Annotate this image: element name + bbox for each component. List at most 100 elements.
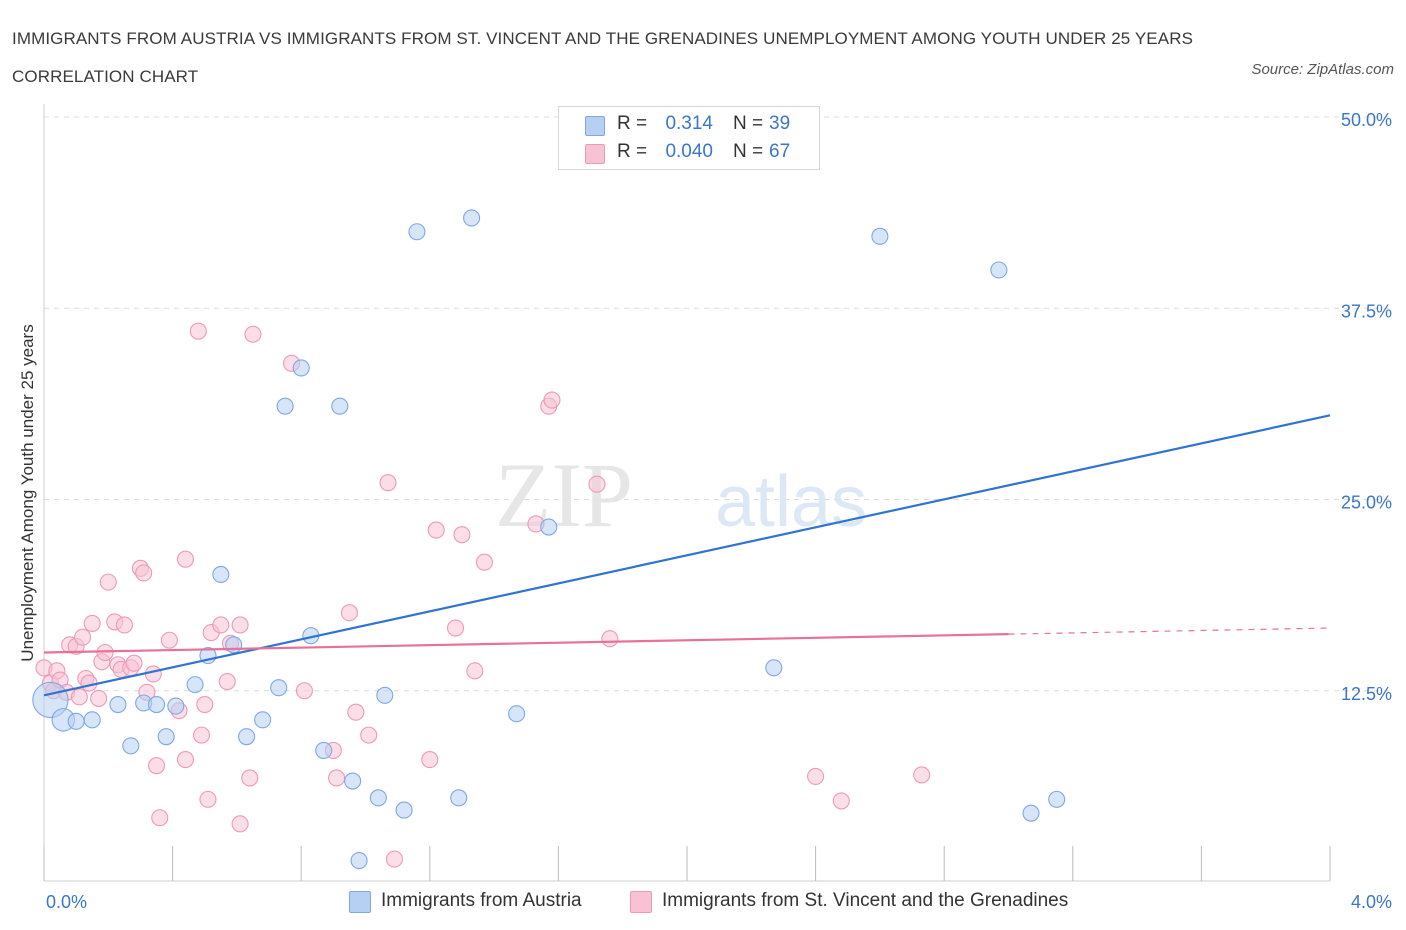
svg-point [115,616,133,634]
watermark-atlas: atlas [715,462,867,542]
austria-point [186,676,204,694]
y-tick-label: 37.5% [1341,301,1392,321]
austria-point [508,705,526,723]
legend-r-value: 0.314 [665,113,713,134]
watermark-zip: ZIP [495,444,633,546]
austria-point [122,737,140,755]
austria-point [276,397,294,415]
svg-point [196,695,214,714]
svg-trend-line [43,633,1009,654]
legend-label-austria: Immigrants from Austria [381,890,582,911]
svg-point [199,790,217,808]
austria-point [369,789,387,807]
svg-point [475,553,494,571]
legend-label-svg: Immigrants from St. Vincent and the Gren… [662,890,1069,911]
svg-point [453,526,471,544]
y-axis-label: Unemployment Among Youth under 25 years [18,324,37,662]
tick-labels: 12.5% 25.0% 37.5% 50.0% 0.0% 4.0% [46,110,1392,912]
svg-point [347,703,365,721]
svg-point [192,726,211,744]
svg-point [125,654,143,672]
legend-swatch-blue [585,116,605,136]
austria-point [157,728,175,746]
svg-point [360,726,378,744]
x-tick-label: 4.0% [1351,892,1392,912]
y-tick-label: 50.0% [1341,110,1392,130]
svg-point [99,573,117,591]
svg-point [189,322,207,340]
austria-point [350,852,368,870]
legend-r-value: 0.040 [665,141,713,162]
austria-point [395,801,413,819]
austria-point [83,711,101,729]
legend-n-label: N = [733,141,764,162]
source-label: Source: ZipAtlas.com [1251,61,1394,78]
austria-point [237,728,256,746]
svg-point [807,767,825,785]
legend-r-label: R = [617,113,648,134]
y-tick-label: 25.0% [1341,493,1392,513]
x-tick-label: 0.0% [46,892,87,912]
legend-n-label: N = [733,113,764,134]
austria-point [167,697,185,715]
austria-point [254,711,272,729]
svg-point [70,688,88,706]
austria-point [109,695,127,714]
svg-point [379,474,397,492]
svg-point [212,616,230,634]
austria-point [225,636,243,654]
legend-swatch-pink [630,891,652,913]
trend-lines [43,414,1331,697]
svg-point [241,769,259,787]
austria-point [344,772,362,790]
austria-point [463,209,481,227]
chart-title: IMMIGRANTS FROM AUSTRIA VS IMMIGRANTS FR… [12,29,1194,86]
austria-trend-line [43,414,1331,697]
svg-point [446,619,465,637]
svg-point [176,751,195,769]
austria-point [331,397,349,415]
austria-point [990,261,1008,279]
austria-point [540,518,558,536]
gridlines [44,116,1392,692]
legend-swatch-pink [585,144,605,164]
austria-point [67,712,85,730]
svg-point [340,604,358,622]
legend-swatch-blue [349,891,371,913]
watermark: ZIP atlas [495,444,867,546]
legend-r-label: R = [617,141,648,162]
y-tick-label: 12.5% [1341,684,1392,704]
austria-point [270,679,288,697]
austria-point [450,789,468,807]
austria-point [1022,804,1040,822]
svg-point [601,630,619,648]
austria-point [408,223,426,241]
svg-point [913,766,931,784]
svg-point [328,769,346,787]
legend-n-value: 67 [769,141,791,162]
svg-point [160,631,178,649]
austria-point [1048,790,1066,808]
svg-point [295,682,313,700]
svg-point [244,325,262,343]
austria-point [765,659,783,677]
svg-point [147,757,166,775]
axes [43,104,1331,882]
svg-point [832,792,850,810]
svg-point [385,850,403,868]
austria-point [871,227,889,245]
svg-point [218,673,236,691]
svg-trend-extension [1008,627,1331,635]
svg-point [144,665,162,683]
svg-point [231,815,249,833]
series-legend: Immigrants from Austria Immigrants from … [0,889,1406,917]
series-svg-points [35,322,931,868]
svg-point [176,550,195,568]
correlation-legend: R = 0.314 N = 39 R = 0.040 N = 67 [558,106,820,170]
svg-point [135,564,153,582]
svg-point [74,628,92,646]
svg-point [588,475,606,493]
austria-point [376,686,394,704]
legend-n-value: 39 [769,113,791,134]
